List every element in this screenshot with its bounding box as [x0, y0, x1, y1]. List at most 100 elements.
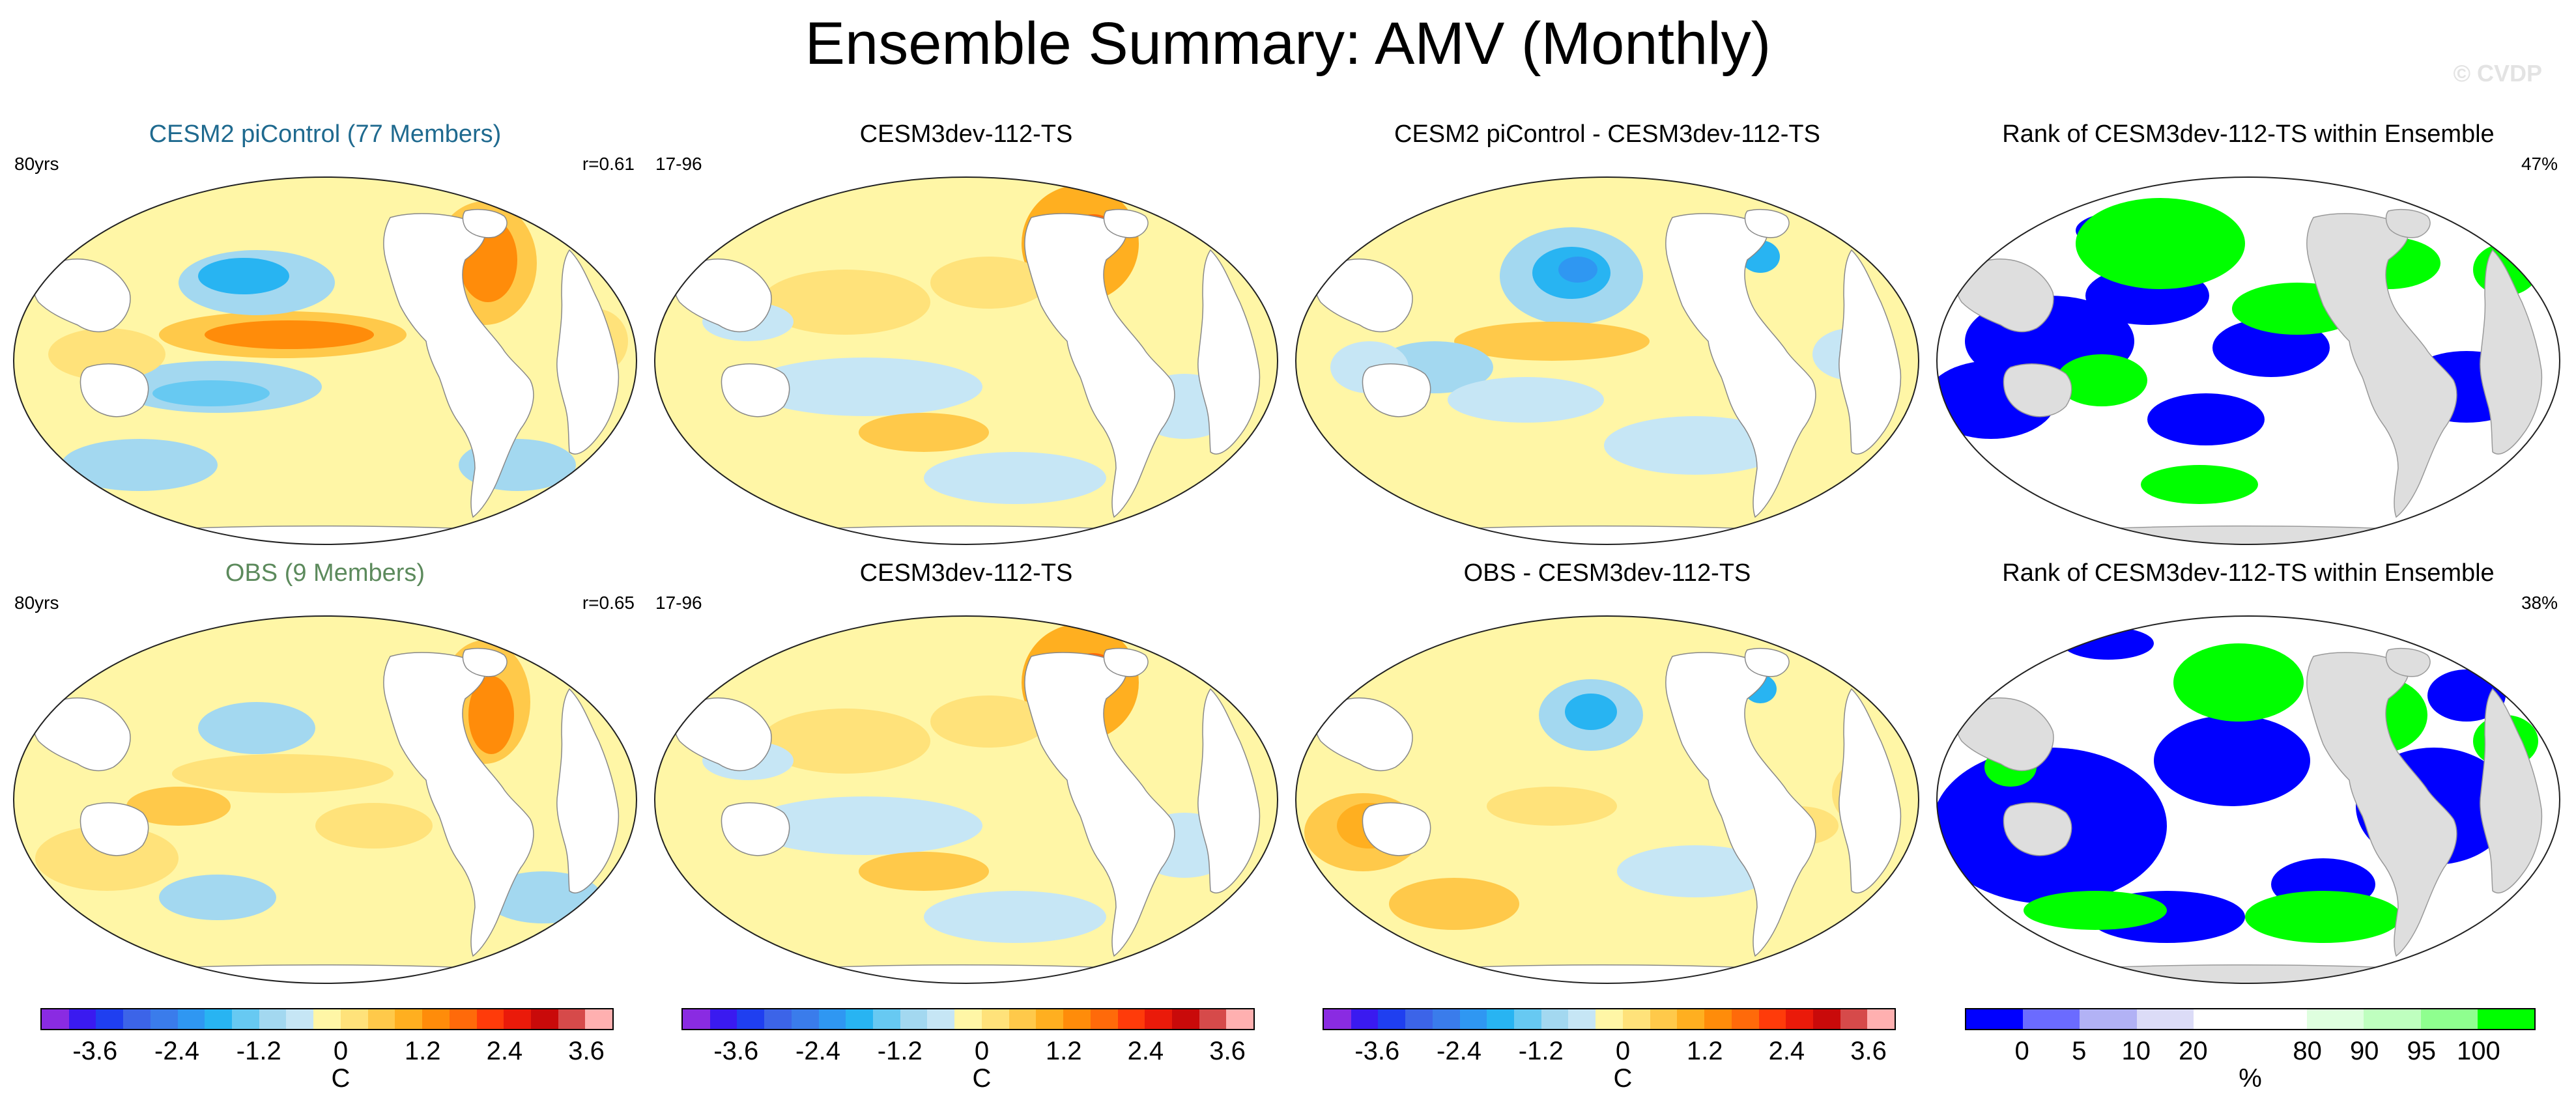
colorbar-swatch — [476, 1009, 504, 1029]
period-label: 80yrs — [14, 154, 59, 174]
rank-low-region — [2063, 627, 2154, 660]
colorbar-swatch — [1226, 1009, 1254, 1029]
colorbar-swatch — [2307, 1009, 2364, 1029]
colorbar-unit-label: % — [2239, 1064, 2262, 1093]
colorbar-tick-label: 0 — [974, 1037, 990, 1065]
colorbar-swatch — [683, 1009, 710, 1029]
colorbar-tick-label: 3.6 — [1850, 1037, 1887, 1065]
land-asia_west — [1314, 259, 1413, 333]
anomaly-contour — [1604, 416, 1786, 475]
rank-high-region — [2056, 354, 2147, 406]
map-outline — [1936, 176, 2560, 545]
rank-low-region — [2147, 393, 2265, 445]
colorbar-swatch — [232, 1009, 259, 1029]
rank-high-region — [2173, 643, 2304, 722]
anomaly-contour — [1448, 377, 1604, 423]
anomaly-contour — [761, 709, 930, 774]
colorbar-tick-label: -1.2 — [1518, 1037, 1564, 1065]
colorbar-swatch — [68, 1009, 96, 1029]
anomaly-contour — [748, 358, 982, 416]
colorbar-swatch — [791, 1009, 819, 1029]
panel-cesm2-picontrol: CESM2 piControl (77 Members) 80yrs r=0.6… — [9, 120, 641, 550]
map-rank — [1936, 176, 2560, 545]
colorbar-tick-label: 2.4 — [1768, 1037, 1805, 1065]
colorbar-tick-label: 2.4 — [1127, 1037, 1164, 1065]
colorbar-swatch — [709, 1009, 737, 1029]
anomaly-contour — [172, 754, 394, 793]
map-pattern — [654, 615, 1278, 984]
map-outline — [13, 615, 637, 984]
colorbar-swatch — [1677, 1009, 1705, 1029]
colorbar-swatch — [449, 1009, 477, 1029]
colorbar-swatches — [1965, 1008, 2536, 1030]
panel-title: CESM2 piControl - CESM3dev-112-TS — [1394, 120, 1820, 148]
rank-low-region — [2154, 715, 2310, 806]
cvdp-watermark: © CVDP — [2453, 60, 2542, 87]
colorbar-tick-label: 0 — [333, 1037, 349, 1065]
panel-diff-obs: OBS - CESM3dev-112-TS — [1291, 559, 1923, 989]
colorbar-swatch — [1704, 1009, 1732, 1029]
land-europe_africa — [1839, 249, 1902, 455]
map-pattern — [1295, 176, 1919, 545]
land-greenland — [2385, 647, 2431, 677]
land-americas — [1665, 652, 1816, 957]
colorbar-tick-label: 95 — [2407, 1037, 2437, 1065]
colorbar-tick-label: -2.4 — [154, 1037, 199, 1065]
land-americas — [1665, 213, 1816, 518]
colorbar-tick-label: 10 — [2121, 1037, 2151, 1065]
anomaly-contour — [152, 380, 270, 406]
land-australia — [721, 363, 790, 417]
colorbar-swatch — [900, 1009, 928, 1029]
colorbar-unit-label: C — [1613, 1064, 1633, 1093]
anomaly-contour — [761, 270, 930, 335]
land-greenland — [462, 208, 508, 238]
anomaly-contour — [859, 413, 989, 452]
colorbar-swatch — [1487, 1009, 1515, 1029]
rank-percent-label: 38% — [2521, 593, 2558, 613]
land-australia — [79, 802, 149, 856]
colorbar-swatch — [340, 1009, 368, 1029]
colorbar-swatches — [681, 1008, 1255, 1030]
anomaly-contour — [205, 320, 374, 349]
map-outline — [13, 176, 637, 545]
land-europe_africa — [1197, 249, 1261, 455]
colorbar-swatch — [585, 1009, 613, 1029]
colorbar-swatch — [558, 1009, 586, 1029]
colorbar-swatch — [286, 1009, 314, 1029]
anomaly-contour — [61, 439, 218, 491]
anomaly-contour — [1389, 878, 1519, 930]
colorbar-swatch — [313, 1009, 341, 1029]
map-pattern — [13, 176, 637, 545]
colorbar-swatch — [1541, 1009, 1569, 1029]
colorbar-swatch — [846, 1009, 874, 1029]
colorbar-swatch — [1378, 1009, 1406, 1029]
land-americas — [1024, 213, 1175, 518]
anomaly-contour — [859, 852, 989, 891]
colorbar-swatch — [873, 1009, 900, 1029]
land-asia_west — [1955, 259, 2054, 333]
colorbar-swatch — [2023, 1009, 2080, 1029]
map-outline — [1295, 176, 1919, 545]
panel-rank-row1: Rank of CESM3dev-112-TS within Ensemble … — [1932, 120, 2564, 550]
colorbar-swatch — [954, 1009, 982, 1029]
colorbar-swatch — [1459, 1009, 1487, 1029]
colorbar-tick-label: -2.4 — [795, 1037, 840, 1065]
anomaly-contour — [1565, 694, 1617, 730]
rank-high-region — [2076, 198, 2245, 289]
land-americas — [2306, 652, 2457, 957]
land-greenland — [462, 647, 508, 677]
colorbar-swatch — [2136, 1009, 2194, 1029]
colorbar-swatch — [1199, 1009, 1227, 1029]
colorbar-swatch — [1786, 1009, 1813, 1029]
anomaly-contour — [930, 257, 1048, 309]
colorbar-swatch — [1596, 1009, 1623, 1029]
colorbar-swatches — [40, 1008, 614, 1030]
colorbar-swatch — [1090, 1009, 1118, 1029]
colorbar-tick-label: -3.6 — [1354, 1037, 1400, 1065]
land-australia — [79, 363, 149, 417]
colorbar-tick-label: -2.4 — [1437, 1037, 1481, 1065]
colorbar-swatch — [2250, 1009, 2308, 1029]
colorbar-tick-label: 100 — [2457, 1037, 2500, 1065]
period-label: 80yrs — [14, 593, 59, 613]
panel-cesm3dev-row1: CESM3dev-112-TS 17-96 — [650, 120, 1282, 550]
